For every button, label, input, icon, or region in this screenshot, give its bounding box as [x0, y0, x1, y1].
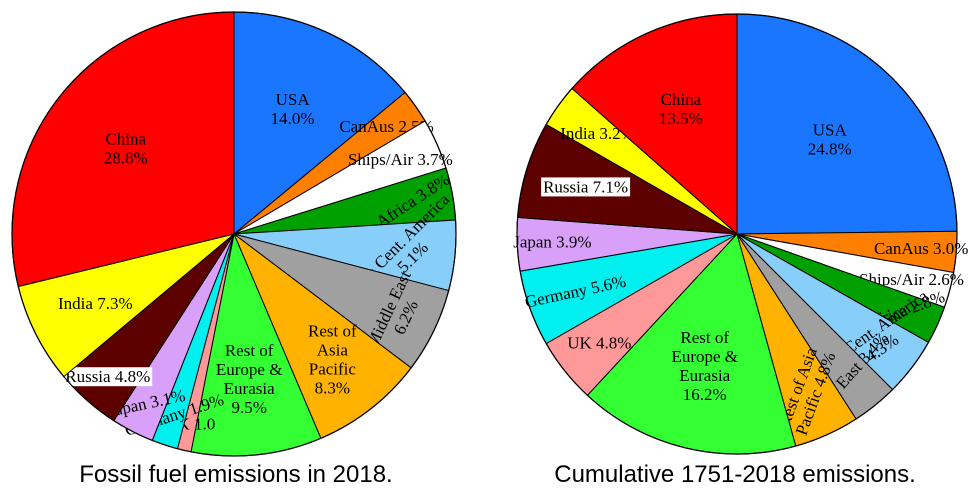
slice-label-russia: Russia 7.1% [543, 177, 628, 196]
slice-label-uk: UK 4.8% [567, 334, 631, 353]
label-backing [541, 177, 631, 197]
caption-2018: Fossil fuel emissions in 2018. [79, 461, 392, 488]
slice-label-ships-air: Ships/Air 2.6% [859, 270, 964, 289]
pie-slice-usa [736, 13, 958, 235]
pie-chart-2018: USA 14.0% CanAus 2.5%Ships/Air 3.7%Africa … [11, 11, 457, 457]
slice-label-japan: Japan 3.9% [513, 233, 591, 252]
pie-chart-cumulative: USA 24.8%CanAus 3.0%Ships/Air 2.6%Africa … [513, 13, 968, 455]
pie-outline [11, 11, 457, 457]
slice-label-india: India 3.2% [560, 124, 635, 143]
slice-label-china: China 28.8% [104, 129, 148, 167]
slice-label-russia: Russia 4.8% [65, 367, 150, 386]
label-backing [63, 367, 153, 387]
caption-cumulative: Cumulative 1751-2018 emissions. [554, 461, 916, 488]
slice-label-usa: USA 14.0% [271, 90, 315, 128]
slice-label-ships-air: Ships/Air 3.7% [348, 150, 453, 169]
slice-label-india: India 7.3% [58, 294, 133, 313]
pie-outline [516, 13, 958, 455]
slice-label-rest-of-europe-eurasia: Rest of Europe & Eurasia 16.2% [671, 328, 738, 404]
slice-label-canaus: CanAus 3.0% [874, 239, 968, 258]
slice-label-rest-of-europe-eurasia: Rest of Europe & Eurasia 9.5% [216, 341, 283, 417]
slice-label-usa: USA 24.8% [808, 121, 852, 159]
slice-label-rest-of-asia-pacific: Rest of Asia Pacific 8.3% [308, 321, 357, 397]
slice-label-china: China 13.5% [659, 90, 703, 128]
